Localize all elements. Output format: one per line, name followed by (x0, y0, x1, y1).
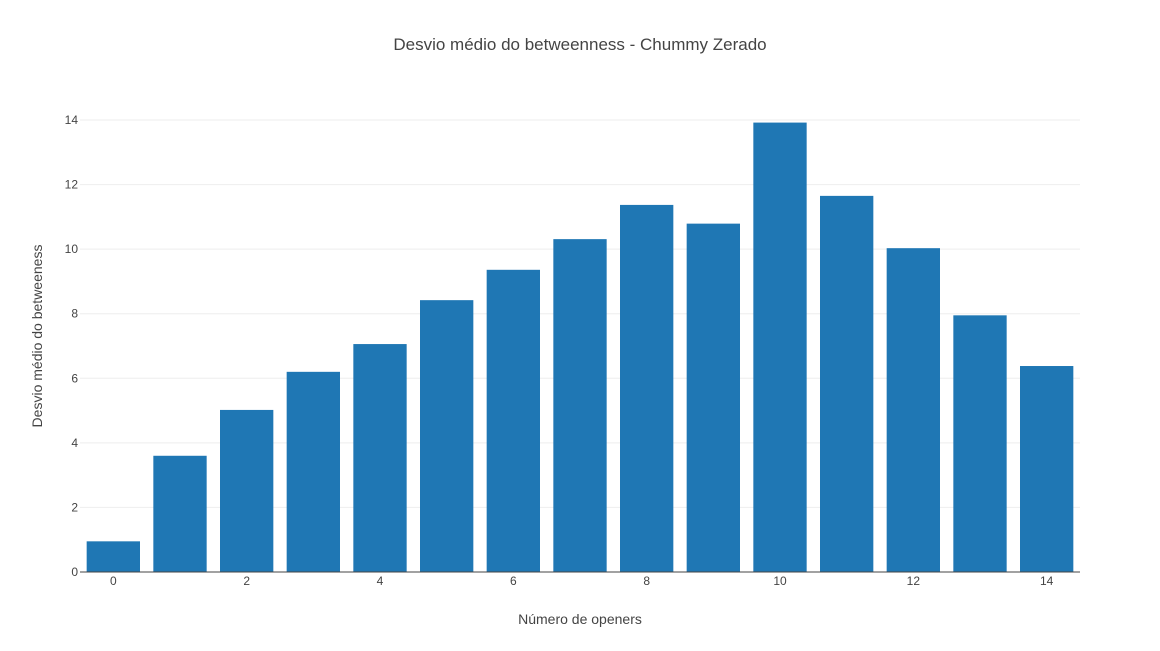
bars (86, 122, 1074, 573)
y-axis-title: Desvio médio do betweeness (29, 245, 45, 428)
x-tick-label: 2 (243, 574, 250, 588)
bar (286, 371, 340, 572)
bar (486, 269, 540, 572)
bar (153, 455, 207, 572)
bar (886, 248, 940, 572)
bar (686, 223, 740, 572)
y-tick-label: 6 (71, 371, 78, 385)
y-tick-label: 14 (65, 113, 79, 127)
bar (620, 204, 674, 572)
bar (953, 315, 1007, 572)
x-tick-label: 12 (907, 574, 921, 588)
bar (820, 195, 874, 572)
bar (220, 409, 274, 572)
bar (420, 300, 474, 572)
y-tick-label: 10 (65, 242, 79, 256)
x-tick-label: 0 (110, 574, 117, 588)
x-tick-label: 4 (377, 574, 384, 588)
x-tick-label: 8 (643, 574, 650, 588)
x-tick-label: 6 (510, 574, 517, 588)
x-tick-labels: 0 2 4 6 8 10 12 14 (110, 574, 1054, 588)
bar (753, 122, 807, 572)
bar (353, 344, 407, 572)
y-tick-labels: 0 2 4 6 8 10 12 14 (65, 113, 79, 579)
bar (1020, 366, 1074, 572)
y-tick-label: 8 (71, 307, 78, 321)
y-tick-label: 2 (71, 500, 78, 514)
y-tick-label: 0 (71, 565, 78, 579)
x-axis-title: Número de openers (518, 611, 642, 627)
chart-title: Desvio médio do betweenness - Chummy Zer… (393, 35, 766, 54)
x-tick-label: 10 (773, 574, 787, 588)
y-tick-label: 12 (65, 178, 79, 192)
y-tick-label: 4 (71, 436, 78, 450)
bar (86, 541, 140, 572)
x-tick-label: 14 (1040, 574, 1054, 588)
bar (553, 239, 607, 573)
